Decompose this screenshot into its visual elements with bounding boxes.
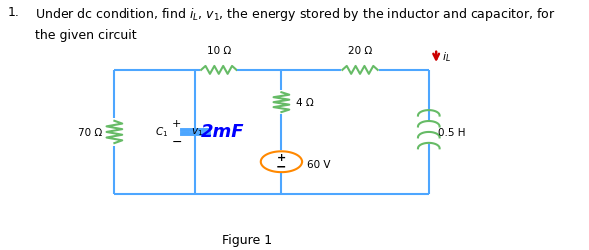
- Text: −: −: [171, 135, 182, 148]
- Text: 60 V: 60 V: [307, 160, 330, 170]
- Text: Under dc condition, find $i_L$, $v_1$, the energy stored by the inductor and cap: Under dc condition, find $i_L$, $v_1$, t…: [35, 6, 555, 42]
- Text: 4 Ω: 4 Ω: [296, 98, 314, 108]
- Text: 10 Ω: 10 Ω: [207, 46, 231, 56]
- Text: 20 Ω: 20 Ω: [348, 46, 372, 56]
- Text: −: −: [276, 160, 287, 173]
- Text: $i_L$: $i_L$: [442, 50, 451, 64]
- Text: $v_1$: $v_1$: [190, 125, 203, 137]
- Text: Figure 1: Figure 1: [222, 233, 272, 246]
- Text: +: +: [277, 152, 286, 162]
- Text: $C_1$: $C_1$: [155, 124, 168, 138]
- Text: =: =: [179, 125, 190, 138]
- Text: 1.: 1.: [7, 6, 19, 19]
- Text: 0.5 H: 0.5 H: [438, 128, 465, 138]
- Text: +: +: [172, 118, 181, 128]
- Text: 70 Ω: 70 Ω: [78, 128, 102, 138]
- Text: 2mF: 2mF: [201, 122, 245, 140]
